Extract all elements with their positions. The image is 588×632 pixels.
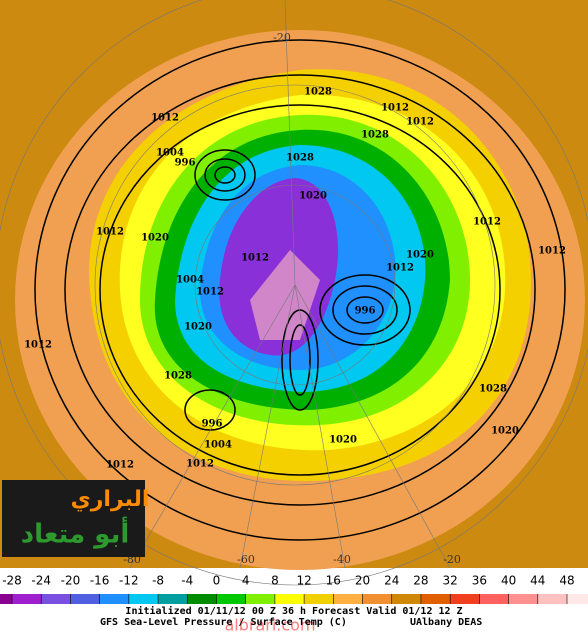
colorbar-label: 4 [242, 574, 250, 588]
colorbar-swatch [158, 594, 188, 604]
isobar-label: 996 [175, 158, 196, 169]
grid-label: -20 [273, 31, 291, 44]
isobar-label: 1004 [156, 148, 184, 159]
isobar-label: 1020 [491, 426, 519, 437]
isobar-label: 1004 [204, 440, 232, 451]
isobar-label: 1012 [24, 340, 52, 351]
isobar-label: 1012 [381, 103, 409, 114]
logo-box [2, 480, 145, 557]
isobar-label: 1012 [151, 113, 179, 124]
isobar-label: 1028 [164, 371, 192, 382]
colorbar-label: 28 [413, 574, 428, 588]
isobar-label: 996 [355, 306, 376, 317]
isobar-label: 1012 [406, 117, 434, 128]
isobar-label: 1012 [473, 217, 501, 228]
colorbar-label: 24 [384, 574, 399, 588]
colorbar-label: 12 [296, 574, 311, 588]
isobar-label: 1012 [538, 246, 566, 257]
footer-line: GFS Sea-Level Pressure / Surface Temp (C… [100, 617, 347, 628]
isobar-label: 1012 [386, 263, 414, 274]
footer-line: Initialized 01/11/12 00 Z 36 h Forecast … [125, 605, 462, 617]
colorbar-swatch [508, 594, 538, 604]
isobar-label: 1012 [186, 459, 214, 470]
colorbar-label: -16 [90, 574, 110, 588]
colorbar-swatch [274, 594, 305, 604]
colorbar-label: -8 [152, 574, 164, 588]
grid-label: -20 [443, 553, 461, 566]
isobar-label: 996 [202, 419, 223, 430]
colorbar-swatch [99, 594, 129, 604]
colorbar-swatch [304, 594, 334, 604]
colorbar-label: 48 [559, 574, 574, 588]
colorbar-label: 44 [530, 574, 545, 588]
colorbar-swatch [362, 594, 392, 604]
isobar-label: 1028 [361, 130, 389, 141]
grid-label: -60 [237, 553, 255, 566]
isobar-label: 1020 [329, 435, 357, 446]
colorbar-swatch [537, 594, 567, 604]
isobar-label: 1028 [304, 87, 332, 98]
colorbar-label: 40 [501, 574, 516, 588]
isobars [34, 39, 566, 541]
colorbar-label: 36 [472, 574, 487, 588]
isobar-label: 1012 [106, 460, 134, 471]
footer-credit: UAlbany DEAS [410, 617, 482, 628]
colorbar-swatch [391, 594, 421, 604]
colorbar-swatch [216, 594, 246, 604]
colorbar-swatch [420, 594, 451, 604]
grid-label: -40 [333, 553, 351, 566]
temp-zone [250, 250, 320, 340]
map: 1012100499610121020100410121020101210289… [0, 0, 588, 586]
colorbar-swatch [333, 594, 363, 604]
colorbar-label: 0 [213, 574, 221, 588]
colorbar-swatch [187, 594, 217, 604]
colorbar-label: -4 [181, 574, 193, 588]
colorbar-swatch [245, 594, 275, 604]
colorbar-label: 8 [271, 574, 279, 588]
colorbar-swatch [567, 594, 588, 604]
colorbar-label: -28 [2, 574, 22, 588]
colorbar-label: 20 [355, 574, 370, 588]
isobar-label: 1028 [286, 153, 314, 164]
colorbar-swatch [41, 594, 71, 604]
isobar-label: 1012 [196, 287, 224, 298]
colorbar-swatch [12, 594, 42, 604]
colorbar-label: 32 [443, 574, 458, 588]
isobar-label: 1020 [299, 191, 327, 202]
isobar-label: 1020 [141, 233, 169, 244]
isobar-label: 1020 [406, 250, 434, 261]
colorbar-swatch [450, 594, 480, 604]
colorbar-swatch [70, 594, 100, 604]
logo-line: أبو متعاد [21, 517, 130, 550]
colorbar-swatch [128, 594, 159, 604]
colorbar-label: -12 [119, 574, 139, 588]
colorbar-label: -24 [31, 574, 51, 588]
isobar-label: 1020 [184, 322, 212, 333]
isobar-label: 1012 [96, 227, 124, 238]
isobar-label: 1012 [241, 253, 269, 264]
watermark: albrari.com [224, 616, 315, 632]
colorbar-swatch [0, 594, 12, 604]
colorbar-swatch [479, 594, 509, 604]
colorbar: -28 -24 -20 -16 -12 -8 -4 0 4 8 12 16 20 24 28 32 36 40 44… [0, 574, 588, 604]
logo-line: البراري [71, 487, 150, 512]
graticule [0, 0, 588, 586]
isobar-label: 1028 [479, 384, 507, 395]
colorbar-label: 16 [326, 574, 341, 588]
colorbar-label: -20 [61, 574, 81, 588]
isobar-label: 1004 [176, 275, 204, 286]
